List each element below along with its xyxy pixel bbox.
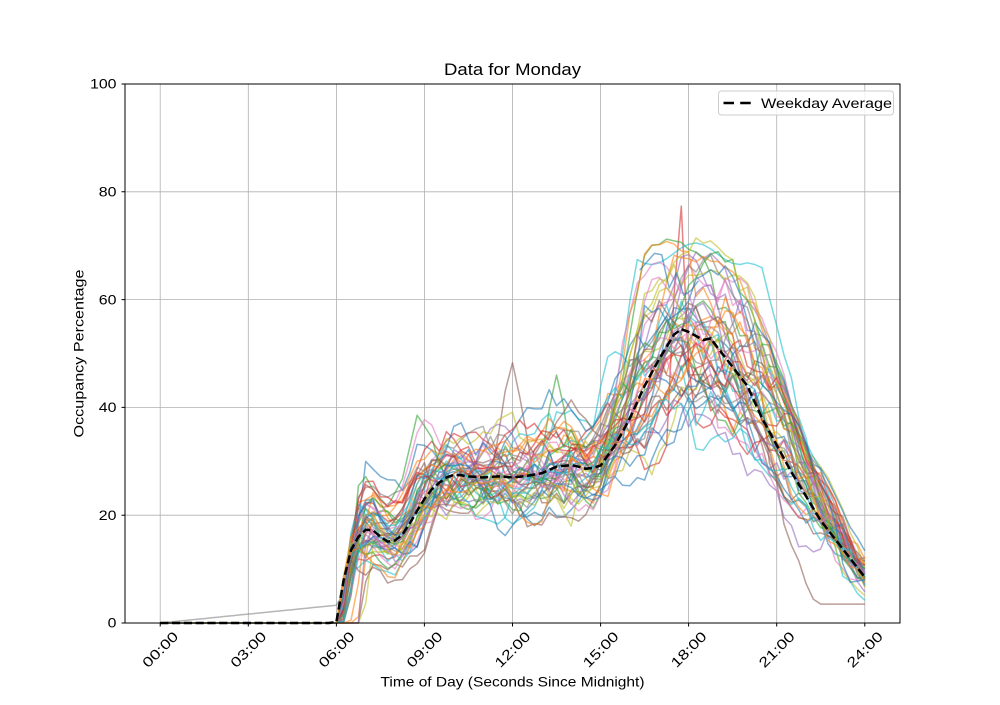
svg-text:Occupancy Percentage: Occupancy Percentage [71,269,87,437]
svg-text:20: 20 [99,507,117,523]
svg-text:60: 60 [99,291,117,307]
svg-text:Data for Monday: Data for Monday [444,60,582,79]
svg-text:40: 40 [99,399,117,415]
svg-text:80: 80 [99,184,117,200]
svg-text:0: 0 [108,615,117,631]
svg-text:Weekday Average: Weekday Average [761,95,892,111]
svg-text:Time of Day (Seconds Since Mid: Time of Day (Seconds Since Midnight) [381,674,645,690]
svg-text:100: 100 [90,76,117,92]
